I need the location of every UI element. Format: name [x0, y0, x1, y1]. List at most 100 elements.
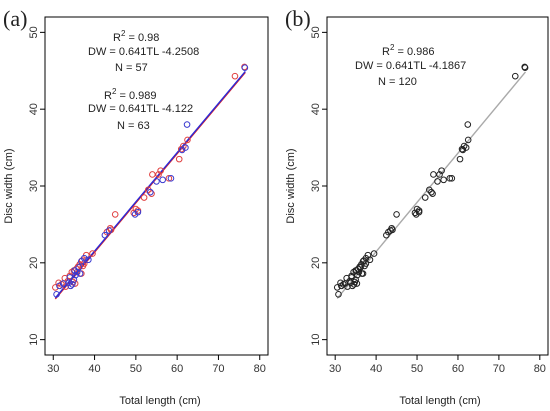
data-point — [183, 121, 191, 128]
data-points — [333, 63, 529, 298]
data-point — [440, 176, 447, 184]
data-point — [335, 291, 342, 298]
data-point — [429, 190, 436, 197]
y-tick-label: 20 — [28, 257, 40, 269]
data-point — [241, 64, 249, 71]
regression-line — [336, 71, 527, 299]
data-point — [155, 171, 162, 178]
data-point — [182, 144, 189, 151]
data-point — [448, 175, 456, 182]
panel-b: (b) 30 40 50 60 70 80 10 20 30 40 50 Total length … — [285, 6, 549, 407]
data-point — [358, 270, 366, 277]
data-point — [436, 171, 443, 178]
y-axis-label: Disc width (cm) — [285, 148, 297, 223]
x-tick-label: 70 — [212, 363, 224, 375]
data-point — [393, 211, 400, 218]
y-tick-label: 20 — [310, 257, 322, 269]
r-squared-label: R2 = 0.986 — [382, 43, 434, 58]
y-tick-label: 10 — [310, 334, 322, 346]
data-point — [52, 284, 59, 291]
x-tick-label: 30 — [47, 363, 59, 375]
equation-label: DW = 0.641TL -4.122 — [88, 103, 193, 115]
x-tick-label: 70 — [493, 363, 505, 375]
data-point — [148, 190, 155, 197]
data-point — [80, 254, 88, 262]
data-point — [349, 282, 356, 290]
data-point — [348, 274, 355, 281]
data-point — [370, 250, 378, 257]
data-point — [157, 167, 164, 174]
x-tick-label: 40 — [370, 363, 382, 375]
x-tick-label: 80 — [254, 363, 266, 375]
y-tick-label: 40 — [28, 103, 40, 115]
x-tick-label: 30 — [329, 363, 341, 375]
data-points — [52, 63, 249, 298]
y-tick-label: 50 — [310, 26, 322, 38]
data-point — [105, 227, 113, 234]
fit-lines — [54, 70, 246, 300]
r-squared-label: R2 = 0.98 — [113, 29, 159, 44]
sample-size-label: N = 57 — [115, 62, 148, 74]
data-point — [134, 208, 142, 216]
data-point — [76, 270, 84, 277]
data-point — [66, 274, 74, 281]
y-tick-label: 30 — [28, 180, 40, 192]
data-point — [184, 136, 191, 144]
data-point — [446, 175, 454, 182]
y-tick-label: 10 — [28, 334, 40, 346]
x-tick-label: 50 — [130, 363, 142, 375]
plot-frame — [44, 16, 269, 356]
data-point — [415, 208, 423, 216]
data-point — [147, 188, 154, 196]
data-point — [111, 211, 119, 218]
data-point — [231, 72, 239, 80]
data-point — [165, 175, 173, 182]
data-point — [430, 171, 437, 178]
data-point — [333, 284, 341, 291]
sample-size-label: N = 120 — [378, 76, 417, 88]
x-tick-label: 50 — [411, 363, 423, 375]
regression-line — [54, 70, 246, 299]
data-point — [366, 256, 374, 264]
r-squared-label: R2 = 0.989 — [104, 87, 156, 102]
data-point — [464, 121, 472, 128]
data-point — [456, 155, 464, 163]
x-axis-label: Total length (cm) — [119, 395, 200, 407]
data-point — [153, 178, 160, 185]
y-tick-label: 40 — [310, 103, 322, 115]
data-point — [421, 194, 429, 201]
data-point — [383, 231, 390, 239]
x-axis-label: Total length (cm) — [399, 395, 480, 407]
data-point — [387, 227, 394, 234]
x-tick-label: 60 — [452, 363, 464, 375]
y-axis-label: Disc width (cm) — [3, 148, 15, 223]
data-point — [438, 167, 445, 174]
data-point — [159, 176, 166, 184]
data-point — [428, 188, 435, 196]
data-point — [67, 282, 74, 290]
fit-annotation-2: R2 = 0.989 DW = 0.641TL -4.122 N = 63 — [88, 87, 193, 132]
data-point — [434, 178, 441, 185]
data-point — [140, 194, 148, 201]
panel-label: (a) — [3, 6, 27, 31]
data-point — [101, 231, 109, 239]
data-point — [71, 267, 79, 274]
data-point — [353, 267, 360, 274]
x-tick-label: 60 — [171, 363, 183, 375]
panel-label: (b) — [285, 6, 311, 31]
data-point — [462, 144, 470, 151]
data-point — [167, 175, 175, 182]
data-point — [464, 136, 472, 144]
axis-ticks: 30 40 50 60 70 80 10 20 30 40 50 — [310, 26, 546, 375]
data-point — [177, 145, 185, 153]
y-tick-label: 50 — [28, 26, 40, 38]
data-point — [85, 256, 92, 264]
panel-a: (a) 30 40 50 60 70 80 10 20 30 40 50 Total length … — [3, 6, 269, 407]
x-tick-label: 80 — [534, 363, 546, 375]
x-tick-label: 40 — [88, 363, 100, 375]
data-point — [75, 264, 83, 271]
data-point — [357, 264, 364, 271]
data-point — [458, 145, 466, 153]
fit-annotation-1: R2 = 0.986 DW = 0.641TL -4.1867 N = 120 — [355, 43, 466, 88]
